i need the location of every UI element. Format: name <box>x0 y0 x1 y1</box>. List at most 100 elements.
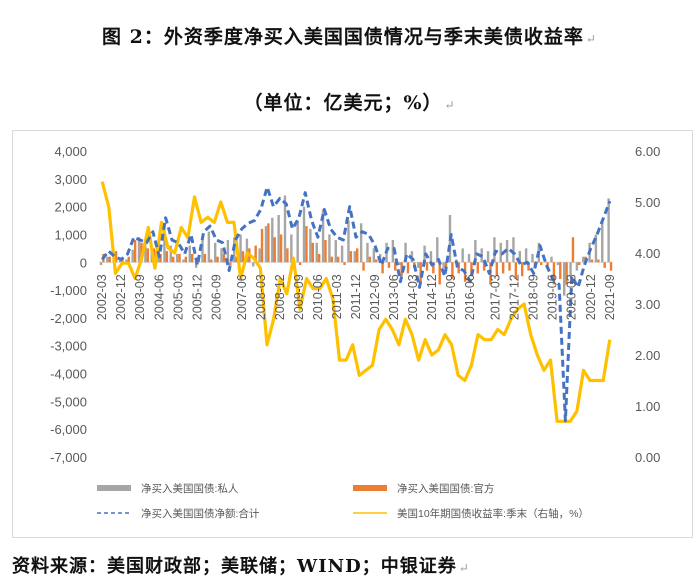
x-tick-label: 2008-12 <box>273 274 287 320</box>
x-tick-label: 2010-06 <box>311 274 325 320</box>
y-tick-label: 3,000 <box>54 172 87 187</box>
private-bar <box>499 242 502 263</box>
private-bar <box>486 251 490 263</box>
private-bar <box>353 251 356 263</box>
official-bar <box>210 259 213 263</box>
official-bar <box>438 262 441 285</box>
official-bar <box>254 245 257 263</box>
y2-tick-label: 0.00 <box>635 450 660 465</box>
source-note: 资料来源：美国财政部；美联储；WIND；中银证券 ↵ <box>12 556 470 577</box>
private-bar <box>601 220 604 263</box>
yield-series-line <box>100 181 612 423</box>
private-bar <box>315 242 318 263</box>
legend-label-total: 净买入美国国债净额:合计 <box>141 507 260 520</box>
official-bar <box>241 251 245 263</box>
official-bar <box>565 262 568 285</box>
private-bar <box>398 262 401 266</box>
private-bar <box>156 253 160 263</box>
private-bar <box>493 237 496 263</box>
x-tick-label: 2006-09 <box>209 274 223 320</box>
private-bar <box>309 228 312 263</box>
y-tick-label: -2,000 <box>50 311 87 326</box>
private-bar <box>220 248 223 263</box>
official-bar <box>267 223 270 263</box>
official-bar <box>571 237 575 263</box>
private-bar <box>137 237 141 263</box>
official-bar <box>324 240 327 263</box>
official-bar <box>356 248 359 263</box>
private-bar <box>467 253 471 263</box>
official-bar <box>114 251 118 263</box>
private-bar <box>99 262 103 266</box>
private-bar <box>226 240 230 263</box>
official-bar <box>457 262 460 274</box>
x-tick-label: 2011-03 <box>330 274 344 319</box>
official-bar <box>368 256 372 263</box>
total-series-line <box>100 185 612 423</box>
official-bar <box>222 253 226 263</box>
private-bar <box>321 209 325 263</box>
private-bar <box>569 262 572 277</box>
official-bar <box>229 262 232 266</box>
official-bar <box>317 253 321 263</box>
official-bar <box>184 256 188 263</box>
private-bar <box>328 234 331 263</box>
x-tick-label: 2004-06 <box>152 274 166 320</box>
y-tick-label: 1,000 <box>54 227 87 242</box>
x-tick-label: 2016-06 <box>463 274 477 320</box>
x-tick-label: 2020-12 <box>584 274 598 320</box>
official-bar <box>362 262 365 271</box>
legend-swatch-private <box>97 485 131 491</box>
y2-tick-label: 1.00 <box>635 399 660 414</box>
x-tick-label: 2019-06 <box>546 274 560 320</box>
private-bar <box>531 253 534 263</box>
official-bar <box>203 253 207 263</box>
private-bar <box>125 259 128 263</box>
official-bar <box>444 262 448 271</box>
private-bar <box>518 251 521 263</box>
official-bar <box>514 262 518 279</box>
private-bar <box>524 248 528 263</box>
official-bar <box>476 262 479 274</box>
y-tick-label: 4,000 <box>54 144 87 159</box>
y2-tick-label: 5.00 <box>635 195 660 210</box>
private-bar <box>271 217 274 263</box>
official-bar <box>121 259 124 263</box>
private-bar <box>512 237 515 263</box>
private-bar <box>296 220 299 263</box>
private-bar <box>290 234 293 263</box>
private-bar <box>182 259 185 263</box>
private-bar <box>347 220 350 263</box>
official-bar <box>603 262 606 268</box>
official-bar <box>298 262 302 266</box>
y-tick-label: -3,000 <box>50 339 87 354</box>
legend-label-private: 净买入美国国债:私人 <box>141 482 239 495</box>
official-bar <box>216 256 219 263</box>
official-bar <box>330 256 334 263</box>
x-tick-label: 2014-03 <box>406 274 420 320</box>
private-bar <box>175 253 179 263</box>
private-bar <box>302 206 306 263</box>
official-bar <box>508 262 511 271</box>
official-bar <box>349 251 353 263</box>
private-bar <box>442 262 445 268</box>
official-bar <box>540 262 543 266</box>
official-bar <box>191 253 194 263</box>
official-bar <box>425 262 429 271</box>
x-tick-label: 2021-09 <box>603 274 617 320</box>
private-bar <box>340 245 344 263</box>
private-bar <box>594 234 598 263</box>
x-tick-label: 2005-03 <box>171 274 185 320</box>
private-bar <box>264 226 268 263</box>
official-bar <box>559 262 562 279</box>
official-bar <box>501 262 505 274</box>
y2-tick-label: 6.00 <box>635 144 660 159</box>
private-bar <box>575 262 579 271</box>
private-bar <box>582 256 585 263</box>
figure-title: 图 2：外资季度净买入美国国债情况与季末美债收益率 ↵ <box>102 26 597 48</box>
official-bar <box>159 253 162 263</box>
private-bar <box>213 242 217 263</box>
x-tick-label: 2011-12 <box>349 274 363 319</box>
private-bar <box>372 248 376 263</box>
y2-tick-label: 3.00 <box>635 297 660 312</box>
